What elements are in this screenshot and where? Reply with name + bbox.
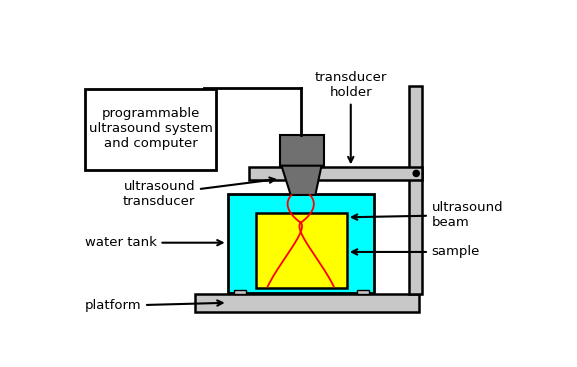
Text: platform: platform [85, 299, 223, 312]
Bar [195, 294, 418, 312]
Bar [357, 290, 369, 294]
Bar [256, 214, 347, 288]
Polygon shape [282, 166, 321, 195]
Text: transducer
holder: transducer holder [314, 71, 387, 162]
Bar [234, 290, 246, 294]
Bar [85, 89, 216, 170]
Text: programmable
ultrasound system
and computer: programmable ultrasound system and compu… [89, 107, 212, 150]
Bar [249, 167, 422, 180]
Text: sample: sample [352, 246, 480, 258]
Bar [227, 194, 374, 293]
Text: ultrasound
beam: ultrasound beam [352, 201, 503, 229]
Circle shape [413, 170, 419, 177]
Text: water tank: water tank [85, 236, 223, 249]
Text: ultrasound
transducer: ultrasound transducer [123, 178, 275, 208]
Bar [409, 86, 422, 294]
Bar [280, 135, 324, 166]
